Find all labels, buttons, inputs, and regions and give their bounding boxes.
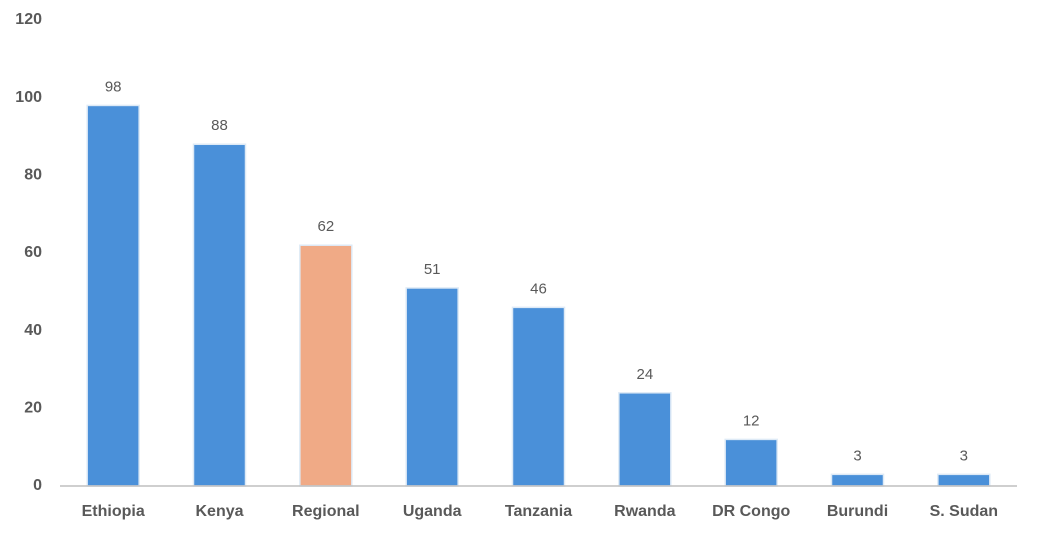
bar (511, 306, 566, 487)
x-tick-label: Ethiopia (82, 503, 145, 520)
y-tick-label: 60 (24, 244, 42, 261)
x-tick-label: Burundi (827, 503, 888, 520)
y-tick-label: 40 (24, 322, 42, 339)
data-label: 51 (424, 261, 441, 278)
y-tick-label: 100 (15, 89, 42, 106)
x-tick-label: Uganda (403, 503, 462, 520)
bar (724, 438, 778, 487)
bar (405, 287, 459, 487)
data-label: 88 (211, 117, 228, 134)
data-label: 3 (960, 447, 968, 464)
data-label: 12 (743, 412, 760, 429)
bar (192, 143, 247, 487)
x-tick-label: Kenya (195, 503, 243, 520)
bar (618, 392, 672, 487)
data-label: 46 (530, 280, 547, 297)
bar (830, 473, 885, 487)
bar (299, 244, 353, 487)
y-tick-label: 80 (24, 167, 42, 184)
y-tick-label: 20 (24, 400, 42, 417)
x-tick-label: Rwanda (614, 503, 675, 520)
data-label: 3 (853, 447, 861, 464)
data-label: 98 (105, 78, 122, 95)
x-tick-label: S. Sudan (930, 503, 998, 520)
y-tick-label: 120 (15, 11, 42, 28)
y-tick-label: 0 (33, 477, 42, 494)
x-tick-label: Regional (292, 503, 360, 520)
data-label: 24 (636, 366, 653, 383)
x-tick-label: DR Congo (712, 503, 790, 520)
x-tick-label: Tanzania (505, 503, 572, 520)
bar (86, 104, 140, 487)
bar (937, 473, 991, 487)
data-label: 62 (317, 218, 334, 235)
